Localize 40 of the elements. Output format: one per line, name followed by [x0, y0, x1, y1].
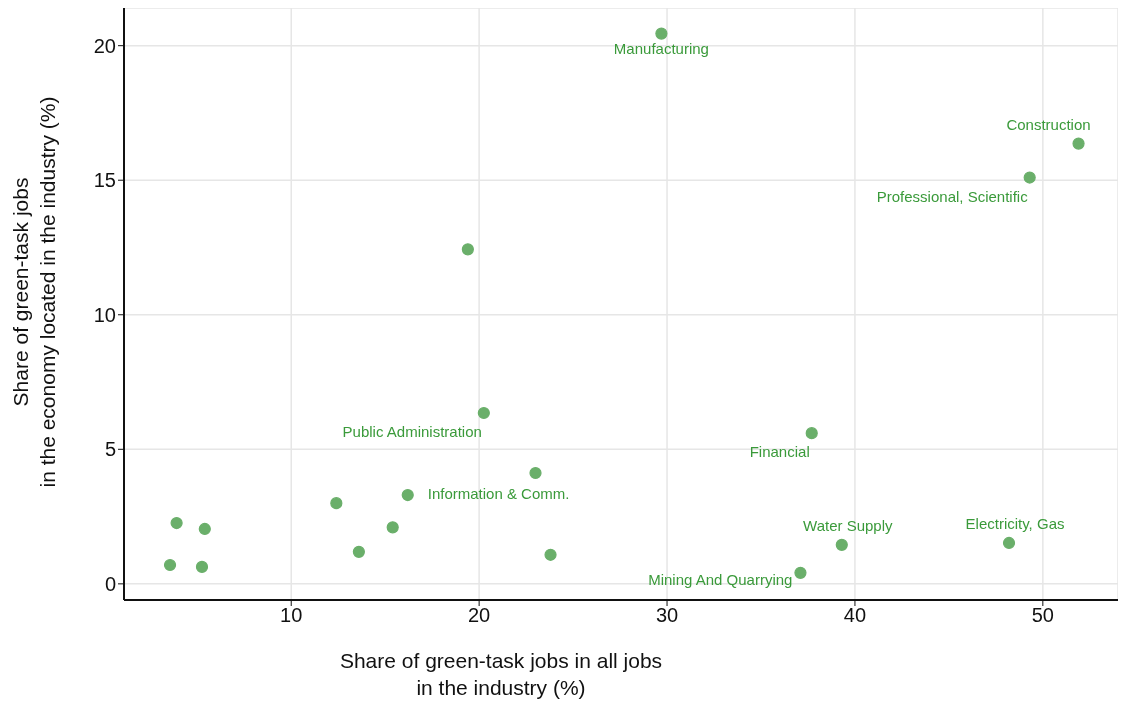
- annotation: Public Administration: [342, 422, 482, 440]
- point: [163, 558, 177, 572]
- x-tick-label: 30: [655, 604, 679, 627]
- point: [835, 538, 848, 551]
- point: [386, 521, 399, 534]
- y-tick-label: 15: [93, 169, 116, 192]
- annotation: Professional, Scientific: [876, 187, 1029, 205]
- annotation: Financial: [749, 443, 810, 461]
- y-tick-label: 5: [104, 438, 116, 461]
- y-tick-label: 0: [104, 572, 116, 595]
- point: [544, 548, 557, 561]
- point: [330, 497, 343, 510]
- annotation: Construction: [1006, 115, 1091, 133]
- annotation: Water Supply: [803, 516, 894, 534]
- x-tick-label: 40: [843, 604, 867, 627]
- point: [477, 406, 490, 420]
- annotation: Mining And Quarrying: [648, 570, 793, 588]
- annotation: Electricity, Gas: [965, 514, 1065, 532]
- point: [461, 243, 474, 256]
- point: [195, 560, 209, 573]
- point: [529, 466, 542, 480]
- annotation: Information & Comm.: [427, 485, 570, 503]
- point: [1002, 536, 1016, 550]
- y-tick-label: 10: [93, 303, 116, 326]
- point: [401, 488, 414, 502]
- x-axis-title: Share of green-task jobs in all jobs in the industry (%): [339, 649, 663, 699]
- x-tick-label: 10: [280, 604, 303, 627]
- point: [352, 545, 365, 558]
- point: [170, 516, 183, 530]
- point: [655, 27, 668, 40]
- point: [794, 566, 807, 579]
- y-tick-label: 20: [93, 34, 116, 57]
- annotation: Manufacturing: [613, 39, 709, 57]
- x-tick-label: 50: [1031, 604, 1054, 627]
- x-tick-label: 20: [468, 604, 491, 627]
- point: [198, 522, 211, 536]
- point: [1023, 171, 1036, 184]
- point: [805, 427, 818, 440]
- point: [1072, 137, 1085, 150]
- y-axis-title: Share of green-task jobs in the economy located in the industry (%): [9, 96, 59, 488]
